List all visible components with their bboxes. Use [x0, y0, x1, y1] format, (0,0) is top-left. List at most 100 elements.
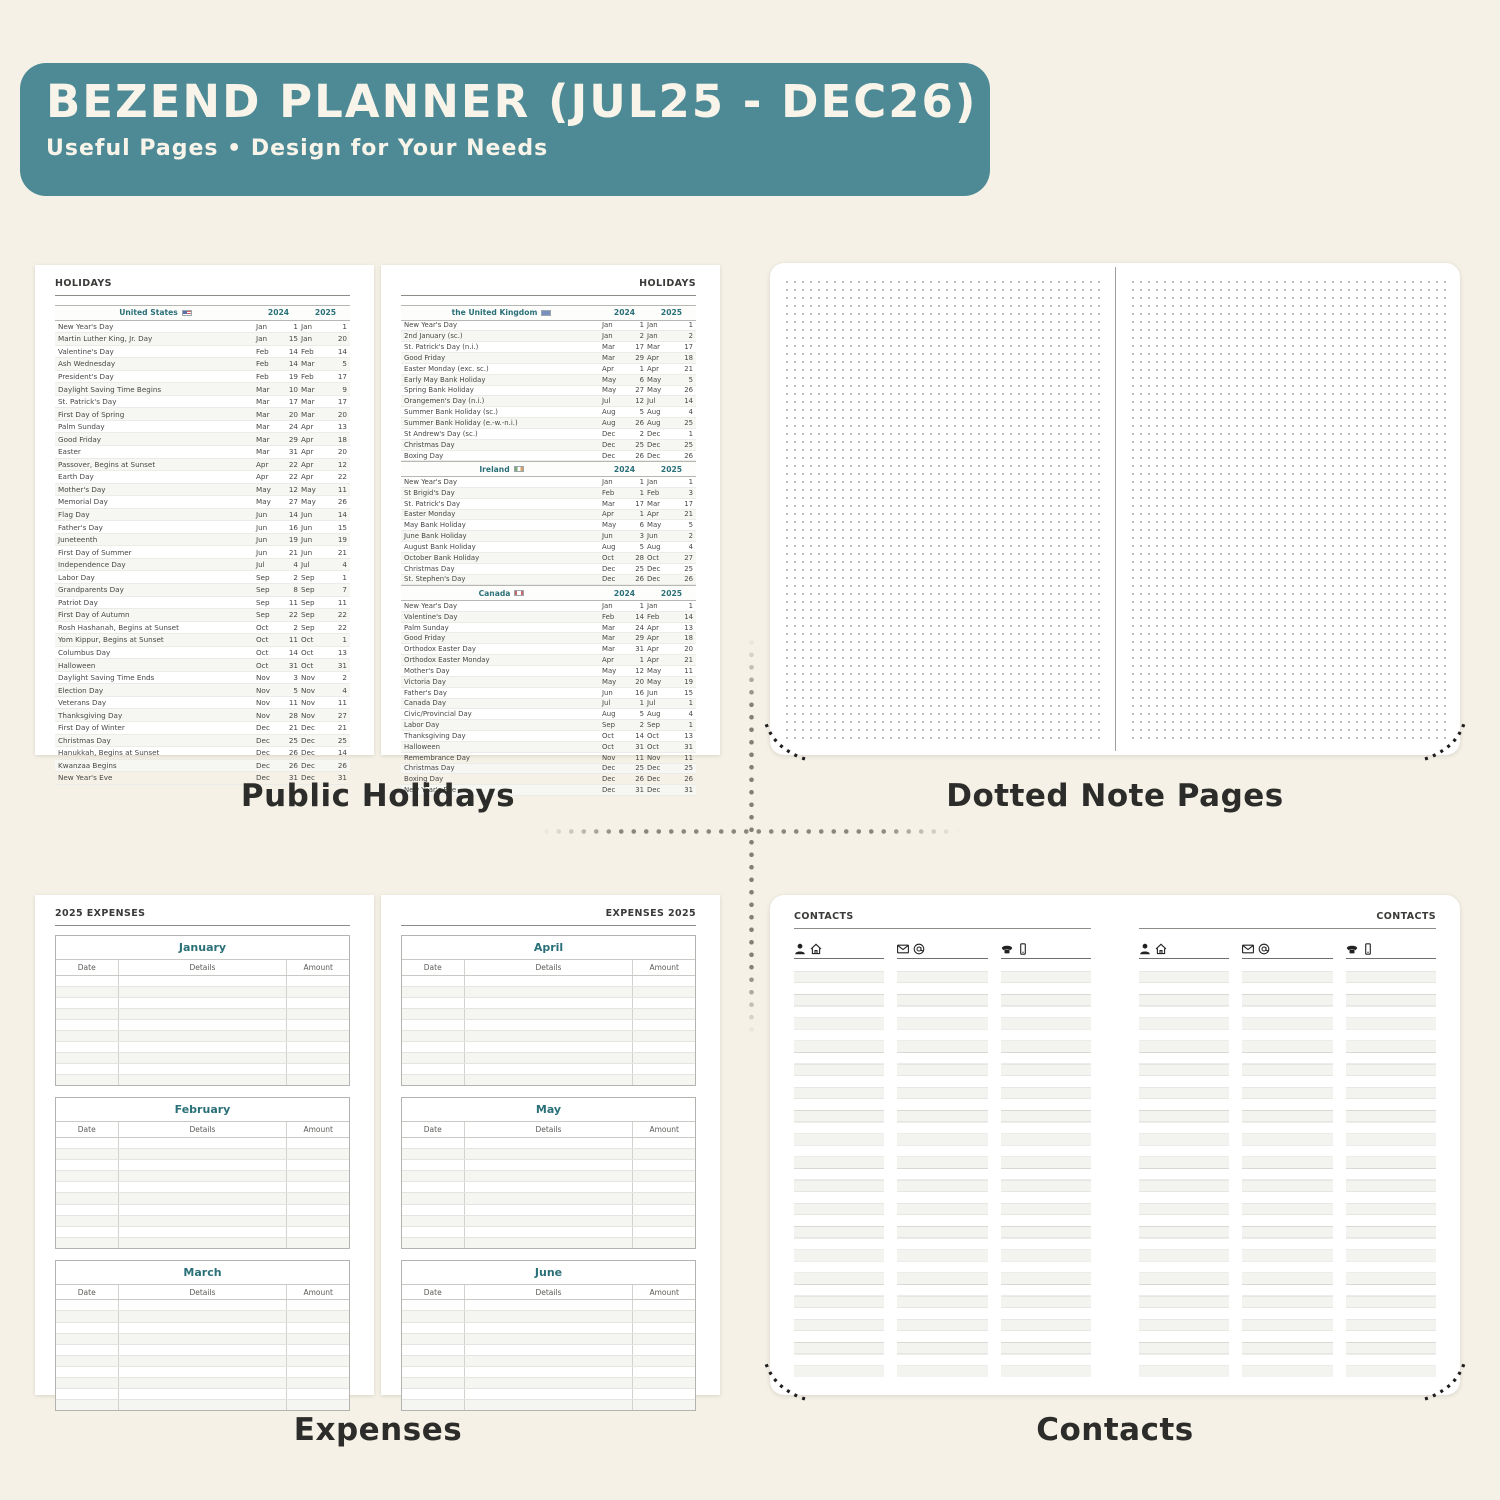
expense-month-title: May — [402, 1098, 695, 1123]
expense-empty-row — [402, 1149, 695, 1161]
expense-cell — [117, 1226, 288, 1237]
expense-empty-row — [402, 1075, 695, 1086]
holiday-day-2024: 29 — [635, 634, 644, 643]
expense-cell — [463, 1366, 634, 1378]
holiday-row: Good Friday Mar 29 Apr 18 — [401, 353, 696, 364]
holiday-day-2025: 25 — [684, 419, 693, 428]
expense-cell — [56, 998, 118, 1008]
holiday-month-2024: May — [602, 375, 617, 384]
holiday-day-2025: 5 — [688, 521, 693, 530]
holiday-name: Daylight Saving Time Begins — [58, 384, 162, 394]
expense-cell — [463, 1333, 634, 1344]
expense-cell — [633, 1378, 695, 1388]
holiday-row: Good Friday Mar 29 Apr 18 — [401, 633, 696, 645]
holiday-day-2024: 14 — [635, 612, 644, 621]
holiday-name: Valentine's Day — [404, 612, 458, 621]
holiday-month-2024: Jan — [602, 601, 613, 610]
holiday-day-2025: 11 — [684, 753, 693, 762]
expense-cell — [287, 1075, 349, 1085]
expense-cell — [117, 1075, 288, 1086]
expense-cell — [633, 976, 695, 986]
contacts-ruled-lines — [1242, 960, 1333, 1377]
holiday-month-2025: Dec — [647, 775, 661, 784]
holiday-row: Election Day Nov 5 Nov 4 — [55, 684, 350, 697]
holiday-day-2024: 2 — [639, 721, 644, 730]
expense-cell — [287, 1216, 349, 1226]
holiday-row: Columbus Day Oct 14 Oct 13 — [55, 647, 350, 660]
holiday-name: Halloween — [58, 660, 96, 670]
uk-flag-icon — [541, 309, 552, 316]
holiday-month-2024: Aug — [602, 408, 616, 417]
holiday-month-2024: Feb — [256, 346, 269, 356]
holiday-name: Kwanzaa Begins — [58, 760, 117, 770]
holiday-month-2024: Jan — [602, 321, 613, 330]
contacts-icon-header — [794, 941, 885, 959]
expense-cell — [117, 1355, 288, 1366]
holiday-month-2025: May — [647, 521, 662, 530]
holiday-month-2024: Mar — [256, 384, 270, 394]
holiday-row: Valentine's Day Feb 14 Feb 14 — [55, 346, 350, 359]
holiday-month-2025: Apr — [301, 422, 314, 432]
holiday-day-2025: 4 — [342, 685, 347, 695]
expense-cell — [633, 1323, 695, 1333]
expense-cell — [287, 976, 349, 986]
expense-empty-row — [402, 1378, 695, 1390]
holiday-row: Ash Wednesday Feb 14 Mar 5 — [55, 358, 350, 371]
expense-cell — [287, 1053, 349, 1063]
holiday-name: Martin Luther King, Jr. Day — [58, 334, 153, 344]
product-subtitle: Useful Pages • Design for Your Needs — [46, 135, 549, 161]
holiday-month-2024: Jun — [256, 547, 268, 557]
expense-cell — [56, 1205, 118, 1215]
us-holidays-table: United States 2024 2025 New Year's Day Jan 1 J… — [55, 305, 350, 785]
contacts-icon-header — [897, 941, 988, 959]
holiday-month-2025: Nov — [301, 685, 316, 695]
expense-cell — [287, 998, 349, 1008]
expense-empty-row — [56, 1226, 349, 1238]
expense-cell — [463, 1064, 634, 1075]
holiday-name: Mother's Day — [404, 666, 450, 675]
holiday-day-2025: 25 — [684, 440, 693, 449]
holiday-day-2025: 1 — [688, 699, 693, 708]
contacts-icon-header — [1345, 941, 1436, 959]
holiday-name: 2nd January (sc.) — [404, 332, 463, 341]
ie-flag-icon — [513, 465, 524, 473]
holiday-month-2025: Dec — [301, 748, 315, 758]
holiday-day-2024: 15 — [288, 334, 298, 344]
holiday-name: Spring Bank Holiday — [404, 386, 474, 395]
holiday-name: St Brigid's Day — [404, 488, 455, 497]
expense-cell — [56, 1031, 118, 1041]
expense-cell — [287, 1400, 349, 1410]
expense-cell — [287, 1031, 349, 1041]
title-banner: BEZEND PLANNER (JUL25 - DEC26) Useful Pa… — [20, 63, 990, 196]
holiday-month-2025: Apr — [301, 472, 314, 482]
holiday-month-2024: Jan — [256, 334, 268, 344]
holiday-month-2025: Jul — [647, 699, 656, 708]
holiday-day-2025: 1 — [688, 601, 693, 610]
holiday-name: Christmas Day — [404, 564, 455, 573]
expense-cell — [56, 976, 118, 986]
expense-cell — [633, 1138, 695, 1148]
holiday-section-header: the United Kingdom 2024 2025 — [401, 305, 696, 321]
holiday-row: First Day of Spring Mar 20 Mar 20 — [55, 408, 350, 421]
holiday-day-2025: 19 — [337, 535, 347, 545]
holiday-row: 2nd January (sc.) Jan 2 Jan 2 — [401, 331, 696, 343]
expense-cell — [287, 1205, 349, 1215]
holiday-row: Memorial Day May 27 May 26 — [55, 496, 350, 509]
expense-cell — [633, 1193, 695, 1203]
holiday-day-2024: 28 — [635, 553, 644, 562]
holiday-name: Veterans Day — [58, 698, 107, 708]
holiday-row: Boxing Day Dec 26 Dec 26 — [401, 774, 696, 786]
holiday-day-2024: 16 — [635, 688, 644, 697]
holiday-month-2024: Jun — [602, 688, 613, 697]
expense-cell — [56, 1160, 118, 1170]
holiday-month-2025: Feb — [301, 346, 314, 356]
holiday-row: Good Friday Mar 29 Apr 18 — [55, 433, 350, 446]
holiday-month-2024: Aug — [602, 542, 616, 551]
holiday-month-2025: Mar — [647, 499, 661, 508]
holiday-month-2025: Jan — [301, 321, 313, 331]
expense-cell — [633, 1216, 695, 1226]
holiday-name: Grandparents Day — [58, 585, 124, 595]
holiday-month-2024: Mar — [256, 422, 270, 432]
holiday-day-2025: 4 — [342, 560, 347, 570]
phone-icon — [1346, 943, 1358, 955]
